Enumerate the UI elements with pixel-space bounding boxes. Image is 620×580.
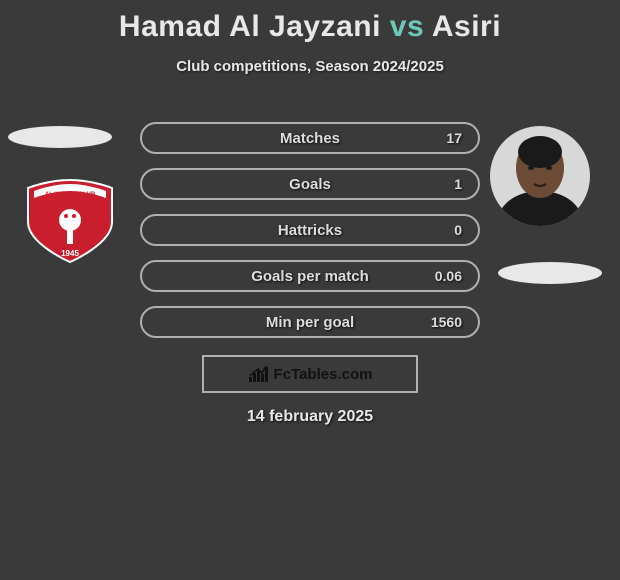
date-text: 14 february 2025 [0, 408, 620, 426]
subtitle: Club competitions, Season 2024/2025 [0, 58, 620, 75]
stat-row: Min per goal 1560 [140, 306, 480, 338]
player-ellipse-icon [498, 262, 602, 284]
svg-text:1945: 1945 [61, 249, 79, 258]
player1-name: Hamad Al Jayzani [119, 10, 381, 43]
stat-row: Goals 1 [140, 168, 480, 200]
stat-label: Goals [289, 176, 331, 193]
stat-value: 1560 [431, 314, 462, 330]
stat-value: 1 [454, 176, 462, 192]
brand-text: FcTables.com [274, 366, 373, 383]
stat-value: 0 [454, 222, 462, 238]
stat-row: Goals per match 0.06 [140, 260, 480, 292]
al-wehda-badge-icon: AL WEHDA CLUB 1945 [22, 178, 118, 264]
player2-name: Asiri [432, 10, 501, 43]
bar-chart-icon [248, 365, 270, 383]
stat-value: 0.06 [435, 268, 462, 284]
stat-label: Matches [280, 130, 340, 147]
brand-footer: FcTables.com [202, 355, 418, 393]
stat-value: 17 [446, 130, 462, 146]
player-ellipse-icon [8, 126, 112, 148]
stat-row: Matches 17 [140, 122, 480, 154]
comparison-title: Hamad Al Jayzani vs Asiri [0, 0, 620, 44]
stats-panel: Matches 17 Goals 1 Hattricks 0 Goals per… [140, 122, 480, 352]
stat-label: Goals per match [251, 268, 369, 285]
vs-label: vs [390, 10, 424, 43]
stat-label: Hattricks [278, 222, 342, 239]
stat-row: Hattricks 0 [140, 214, 480, 246]
svg-text:AL WEHDA CLUB: AL WEHDA CLUB [45, 192, 96, 198]
asiri-photo-icon [490, 126, 590, 226]
stat-label: Min per goal [266, 314, 354, 331]
